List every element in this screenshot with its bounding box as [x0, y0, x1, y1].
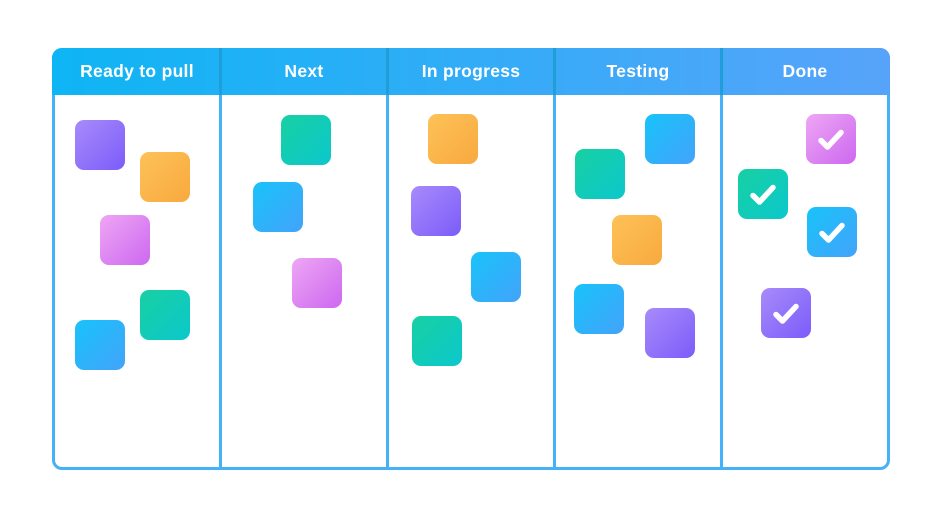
card-pink[interactable] [100, 215, 150, 265]
column-title: Ready to pull [80, 61, 194, 81]
card-purple[interactable] [645, 308, 695, 358]
card-orange[interactable] [612, 215, 662, 265]
card-teal[interactable] [575, 149, 625, 199]
card-purple-done[interactable] [761, 288, 811, 338]
card-pink-done[interactable] [806, 114, 856, 164]
checkmark-icon [773, 303, 799, 324]
column-header-in-progress[interactable]: In progress [386, 48, 553, 95]
column-header-done[interactable]: Done [720, 48, 887, 95]
card-blue[interactable] [645, 114, 695, 164]
card-blue[interactable] [75, 320, 125, 370]
card-blue[interactable] [471, 252, 521, 302]
column-lane-testing [553, 95, 720, 467]
checkmark-icon [750, 184, 776, 205]
column-lane-in-progress [386, 95, 553, 467]
column-header-testing[interactable]: Testing [553, 48, 720, 95]
column-header-ready-to-pull[interactable]: Ready to pull [55, 48, 219, 95]
column-title: Done [782, 61, 828, 81]
cards-layer [55, 51, 887, 467]
column-title: Testing [606, 61, 670, 81]
card-teal-done[interactable] [738, 169, 788, 219]
card-teal[interactable] [412, 316, 462, 366]
board-body [55, 95, 887, 467]
column-lane-done [720, 95, 887, 467]
checkmark-icon [818, 129, 844, 150]
board-header: Ready to pull Next In progress Testing D… [52, 48, 890, 95]
column-lane-next [219, 95, 386, 467]
card-teal[interactable] [281, 115, 331, 165]
card-orange[interactable] [428, 114, 478, 164]
kanban-board: Ready to pull Next In progress Testing D… [52, 48, 890, 470]
card-pink[interactable] [292, 258, 342, 308]
card-blue[interactable] [574, 284, 624, 334]
column-title: In progress [421, 61, 521, 81]
column-title: Next [284, 61, 324, 81]
card-blue-done[interactable] [807, 207, 857, 257]
card-orange[interactable] [140, 152, 190, 202]
checkmark-icon [819, 222, 845, 243]
card-teal[interactable] [140, 290, 190, 340]
card-purple[interactable] [75, 120, 125, 170]
card-purple[interactable] [411, 186, 461, 236]
card-blue[interactable] [253, 182, 303, 232]
column-header-next[interactable]: Next [219, 48, 386, 95]
